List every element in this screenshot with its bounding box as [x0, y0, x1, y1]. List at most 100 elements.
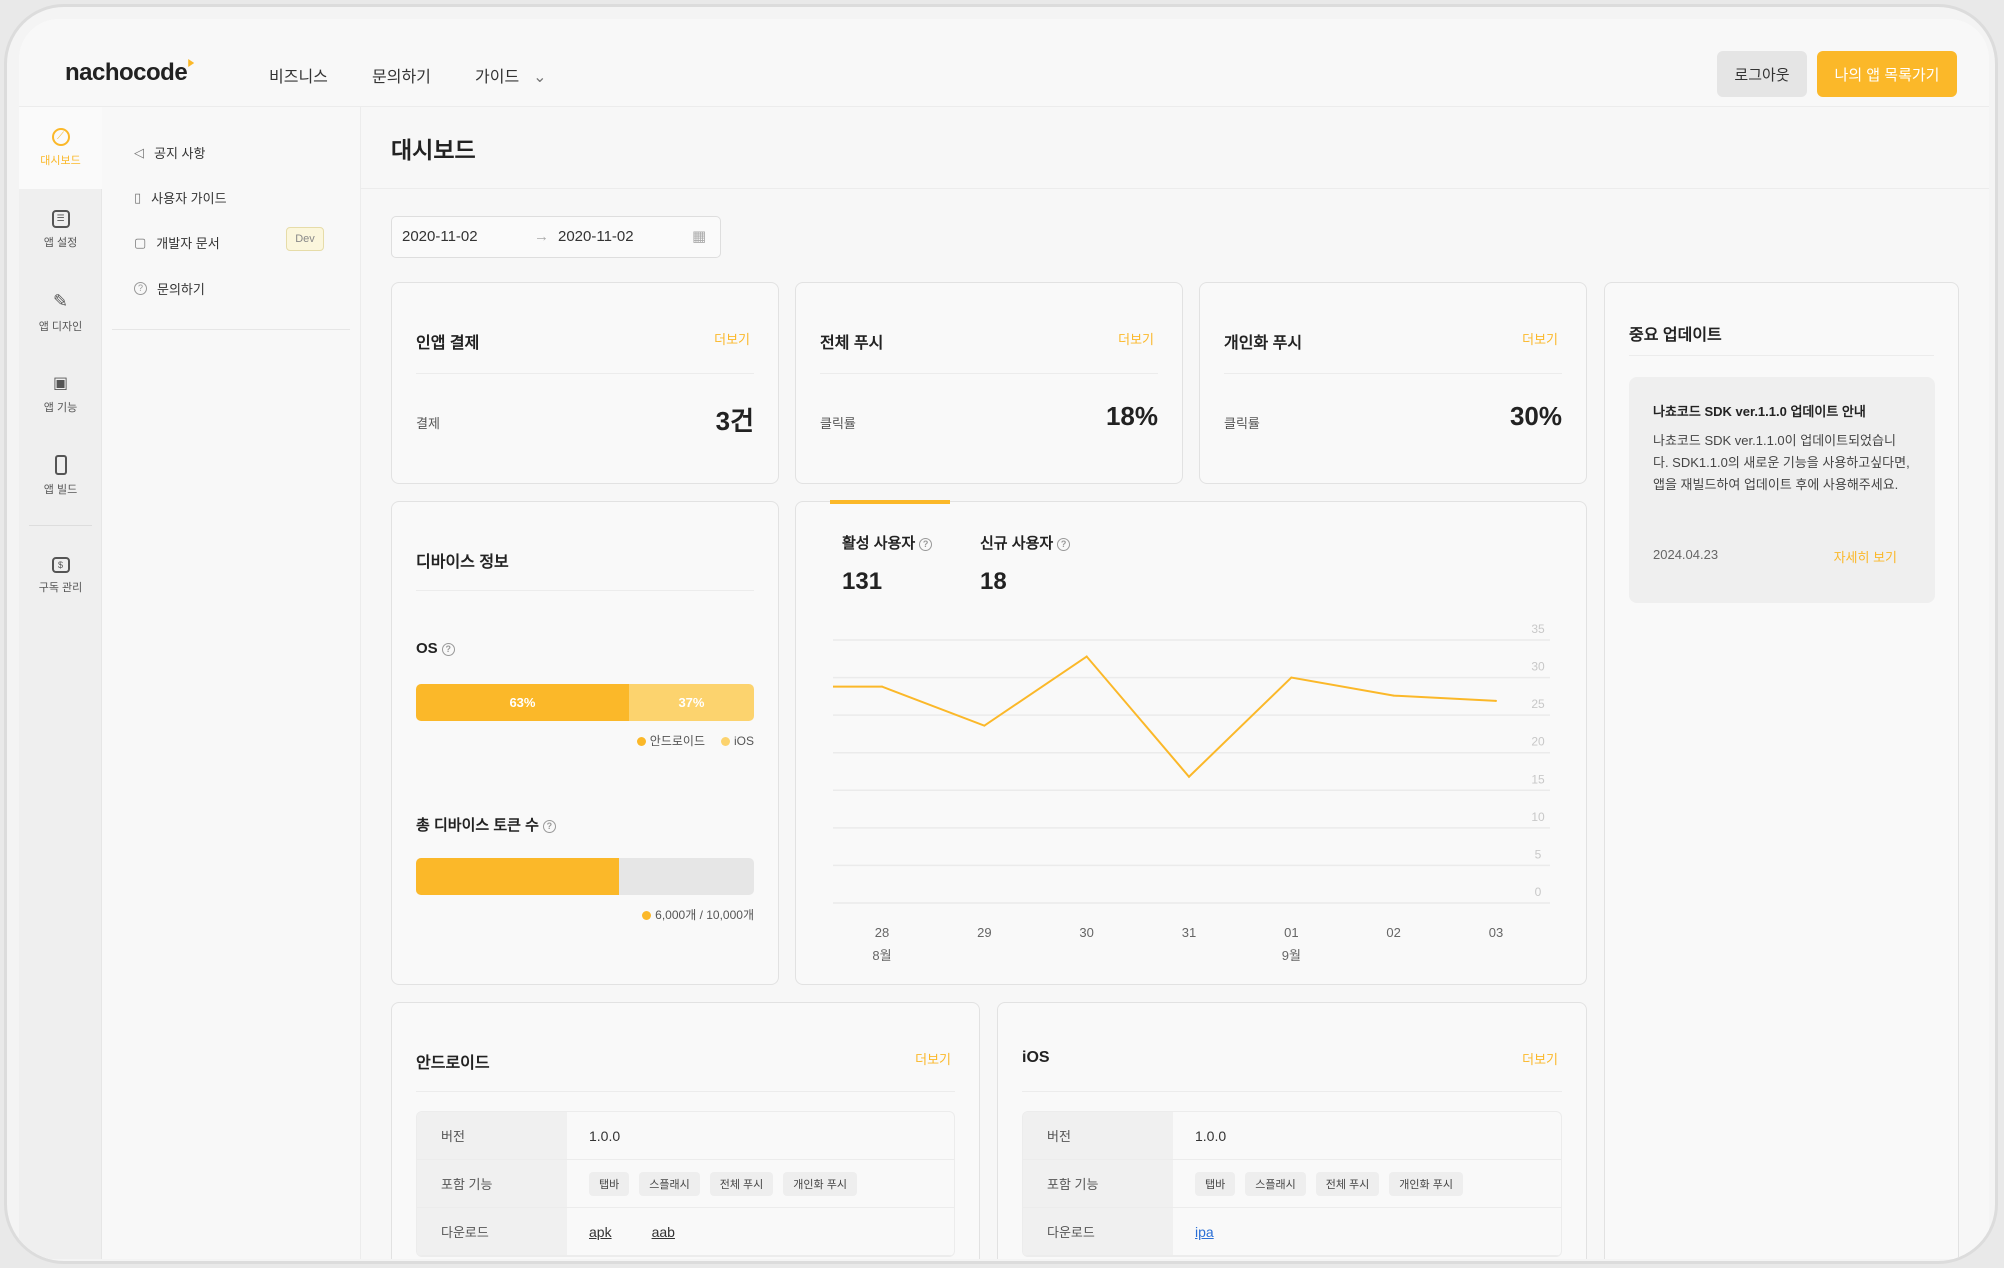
- divider: [416, 373, 754, 374]
- nav-guide[interactable]: 가이드 ⌄: [475, 63, 547, 87]
- table-row: 다운로드 ipa: [1023, 1208, 1561, 1256]
- rail-item-dashboard[interactable]: ⟋ 대시보드: [19, 107, 102, 189]
- stat-card-all-push: 전체 푸시 더보기 클릭률 18%: [795, 282, 1183, 484]
- logout-button[interactable]: 로그아웃: [1717, 51, 1807, 97]
- sub-label: 문의하기: [157, 282, 205, 297]
- x-tick-label: 30: [1079, 925, 1093, 940]
- date-to[interactable]: 2020-11-02: [558, 228, 634, 245]
- sub-item-notice[interactable]: ◁ 공지 사항: [134, 143, 205, 162]
- logo[interactable]: nachocode: [65, 59, 195, 87]
- more-link[interactable]: 더보기: [714, 332, 750, 347]
- rail-label: 앱 설정: [43, 237, 78, 249]
- date-range-picker[interactable]: 2020-11-02 → 2020-11-02 ▦: [391, 216, 721, 258]
- ios-segment: 37%: [628, 684, 754, 721]
- tab-new-users[interactable]: 신규 사용자?: [980, 532, 1071, 553]
- dev-badge: Dev: [286, 227, 324, 251]
- update-date: 2024.04.23: [1653, 547, 1719, 562]
- sub-item-contact[interactable]: ? 문의하기: [134, 279, 205, 298]
- help-icon[interactable]: ?: [1057, 537, 1071, 551]
- data-point: [1188, 775, 1190, 778]
- y-tick-label: 15: [1531, 772, 1545, 786]
- sub-item-dev-docs[interactable]: ▢ 개발자 문서: [134, 233, 220, 252]
- card-title: 개인화 푸시: [1224, 335, 1303, 352]
- document-icon: ▢: [134, 234, 147, 250]
- download-ipa-link[interactable]: ipa: [1195, 1223, 1214, 1240]
- version-value: 1.0.0: [589, 1127, 621, 1144]
- rail-item-app-design[interactable]: ✎ 앱 디자인: [19, 271, 102, 353]
- sub-label: 공지 사항: [154, 146, 206, 161]
- nav-contact[interactable]: 문의하기: [372, 69, 431, 86]
- divider: [416, 590, 754, 591]
- rail-item-app-build[interactable]: 앱 빌드: [19, 435, 102, 517]
- feature-tag: 탭바: [1195, 1171, 1236, 1196]
- settings-icon: ☰: [51, 210, 70, 228]
- y-tick-label: 20: [1531, 735, 1545, 749]
- active-users-value: 131: [842, 568, 883, 595]
- more-link[interactable]: 더보기: [1522, 332, 1558, 347]
- features-list: 탭바 스플래시 전체 푸시 개인화 푸시: [1173, 1160, 1561, 1207]
- card-title: 전체 푸시: [820, 335, 884, 352]
- legend-ios: iOS: [733, 734, 754, 748]
- nav-business[interactable]: 비즈니스: [269, 69, 328, 86]
- os-label-text: OS: [416, 640, 438, 657]
- card-title: 중요 업데이트: [1629, 327, 1722, 344]
- download-apk-link[interactable]: apk: [589, 1223, 612, 1240]
- help-icon[interactable]: ?: [542, 819, 556, 833]
- more-link[interactable]: 더보기: [915, 1052, 951, 1067]
- bag-icon: $: [51, 557, 70, 573]
- data-point: [1085, 655, 1088, 658]
- icon-rail: ⟋ 대시보드 ☰ 앱 설정 ✎ 앱 디자인 ▣ 앱 기능 앱 빌드 $ 구독 관리: [19, 107, 102, 1259]
- calendar-icon: ▦: [692, 228, 707, 245]
- data-point: [1495, 699, 1497, 702]
- rail-item-subscription[interactable]: $ 구독 관리: [19, 535, 102, 617]
- divider: [820, 373, 1158, 374]
- token-bar-fill: [416, 858, 619, 895]
- rail-label: 대시보드: [40, 155, 81, 167]
- token-legend: 6,000개 / 10,000개: [642, 906, 754, 923]
- sub-label: 사용자 가이드: [151, 191, 227, 206]
- top-header: nachocode 비즈니스 문의하기 가이드 ⌄ 로그아웃 나의 앱 목록가기: [19, 19, 1989, 107]
- row-label: 버전: [1023, 1112, 1173, 1159]
- update-item-body: 나쵸코드 SDK ver.1.1.0이 업데이트되었습니다. SDK1.1.0의…: [1653, 433, 1910, 492]
- table-row: 버전 1.0.0: [417, 1112, 954, 1160]
- rail-label: 앱 디자인: [38, 320, 83, 333]
- logo-text: nachocode: [65, 59, 188, 86]
- card-title: 안드로이드: [416, 1055, 490, 1072]
- more-link[interactable]: 더보기: [1118, 332, 1154, 347]
- y-tick-label: 25: [1531, 697, 1545, 711]
- card-title: 디바이스 정보: [416, 554, 509, 571]
- logo-dot-icon: [188, 59, 195, 67]
- tab-active-users[interactable]: 활성 사용자?: [842, 532, 933, 553]
- important-update-card: 중요 업데이트 나쵸코드 SDK ver.1.1.0 업데이트 안내 나쵸코드 …: [1604, 282, 1959, 1259]
- date-from[interactable]: 2020-11-02: [402, 228, 478, 245]
- update-detail-link[interactable]: 자세히 보기: [1833, 550, 1897, 565]
- rail-label: 앱 기능: [43, 402, 78, 414]
- stat-label: 클릭률: [1224, 416, 1260, 431]
- feature-tag: 전체 푸시: [1315, 1171, 1380, 1196]
- my-apps-button[interactable]: 나의 앱 목록가기: [1817, 51, 1957, 97]
- data-point: [881, 685, 883, 688]
- device-frame: nachocode 비즈니스 문의하기 가이드 ⌄ 로그아웃 나의 앱 목록가기 …: [4, 4, 1998, 1264]
- update-item[interactable]: 나쵸코드 SDK ver.1.1.0 업데이트 안내 나쵸코드 SDK ver.…: [1629, 377, 1935, 603]
- x-month-label: 8월: [872, 948, 891, 963]
- pen-icon: ✎: [52, 290, 69, 311]
- help-icon[interactable]: ?: [919, 537, 933, 551]
- feature-tag: 스플래시: [639, 1171, 700, 1196]
- rail-label: 구독 관리: [38, 582, 83, 594]
- table-row: 다운로드 apk aab: [417, 1208, 954, 1256]
- help-icon[interactable]: ?: [441, 642, 455, 656]
- nav-guide-label: 가이드: [475, 69, 520, 86]
- more-link[interactable]: 더보기: [1522, 1052, 1558, 1067]
- chevron-down-icon: ⌄: [533, 69, 547, 86]
- table-row: 포함 기능 탭바 스플래시 전체 푸시 개인화 푸시: [1023, 1160, 1561, 1208]
- download-aab-link[interactable]: aab: [651, 1223, 675, 1240]
- rail-item-app-features[interactable]: ▣ 앱 기능: [19, 353, 102, 435]
- y-tick-label: 0: [1535, 885, 1542, 899]
- device-info-card: 디바이스 정보 OS? 63% 37% 안드로이드 iOS 총 디바이스 토큰 수…: [391, 501, 779, 985]
- phone-icon: [54, 455, 67, 475]
- x-tick-label: 31: [1182, 925, 1196, 940]
- table-row: 포함 기능 탭바 스플래시 전체 푸시 개인화 푸시: [417, 1160, 954, 1208]
- sub-item-user-guide[interactable]: ▯ 사용자 가이드: [134, 188, 227, 207]
- rail-item-app-settings[interactable]: ☰ 앱 설정: [19, 189, 102, 271]
- y-tick-label: 10: [1531, 810, 1545, 824]
